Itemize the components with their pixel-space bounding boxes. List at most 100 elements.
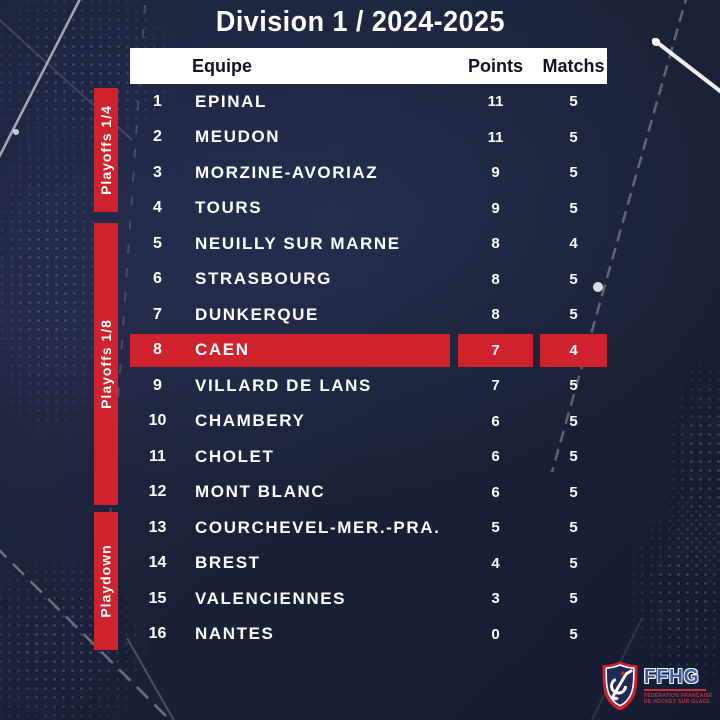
points-cell: 4 [491, 554, 500, 572]
table-row: 2 MEUDON 11 5 [130, 120, 607, 156]
points-cell: 9 [491, 199, 500, 217]
points-cell: 7 [458, 333, 533, 367]
row-main-segment: 7 DUNKERQUE [130, 298, 450, 331]
column-header-points: Points [467, 56, 523, 76]
table-header: Equipe Points Matchs [130, 48, 607, 84]
team-cell: VILLARD DE LANS [195, 375, 372, 395]
segment-gap [450, 547, 458, 580]
matches-cell: 5 [569, 625, 578, 643]
table-row: 3 MORZINE-AVORIAZ 9 5 [130, 155, 607, 191]
segment-gap [450, 618, 458, 651]
table-row: 9 VILLARD DE LANS 7 5 [130, 368, 607, 404]
team-cell: MORZINE-AVORIAZ [195, 162, 379, 182]
segment-gap [450, 263, 458, 296]
points-cell: 6 [491, 412, 500, 430]
team-cell: MEUDON [195, 127, 281, 147]
segment-gap [533, 227, 540, 260]
segment-gap [450, 192, 458, 225]
team-cell: EPINAL [195, 91, 267, 111]
row-main-segment: 8 CAEN [130, 333, 450, 367]
table-row: 4 TOURS 9 5 [130, 191, 607, 227]
rank-cell: 15 [148, 589, 167, 607]
row-main-segment: 16 NANTES [130, 618, 450, 651]
rank-cell: 16 [148, 625, 167, 643]
table-row: 6 STRASBOURG 8 5 [130, 262, 607, 298]
segment-gap [533, 369, 540, 402]
matches-cell: 5 [569, 306, 578, 324]
points-cell: 5 [491, 519, 500, 537]
rank-cell: 13 [148, 518, 167, 536]
team-cell: STRASBOURG [195, 269, 332, 289]
segment-gap [450, 582, 458, 615]
segment-gap [450, 298, 458, 331]
matches-cell: 5 [569, 554, 578, 572]
segment-gap [450, 369, 458, 402]
ffhg-wordmark: FFHG FÉDÉRATION FRANÇAISE DE HOCKEY SUR … [644, 667, 713, 705]
rank-cell: 6 [153, 270, 162, 288]
rank-cell: 10 [148, 412, 167, 430]
page-title: Division 1 / 2024-2025 [215, 6, 505, 38]
segment-gap [450, 405, 458, 438]
team-cell: CAEN [195, 340, 250, 360]
table-row: 10 CHAMBERY 6 5 [130, 404, 607, 440]
table-row: 11 CHOLET 6 5 [130, 439, 607, 475]
row-main-segment: 14 BREST [130, 547, 450, 580]
row-main-segment: 11 CHOLET [130, 440, 450, 473]
matches-cell: 5 [569, 270, 578, 288]
row-main-segment: 2 MEUDON [130, 121, 450, 154]
team-cell: DUNKERQUE [195, 304, 319, 324]
team-cell: TOURS [195, 198, 263, 218]
row-main-segment: 1 EPINAL [130, 85, 450, 118]
segment-gap [533, 192, 540, 225]
matches-cell: 5 [569, 128, 578, 146]
team-cell: NEUILLY SUR MARNE [195, 233, 401, 253]
group-bar-label: Playoffs 1/4 [98, 105, 115, 195]
segment-gap [533, 511, 540, 544]
rank-cell: 14 [148, 554, 167, 572]
column-header-team: Equipe [192, 56, 253, 76]
segment-gap [450, 511, 458, 544]
ffhg-logo: FFHG FÉDÉRATION FRANÇAISE DE HOCKEY SUR … [601, 661, 713, 711]
rank-cell: 2 [153, 128, 162, 146]
matches-cell: 5 [569, 93, 578, 111]
table-row: 13 COURCHEVEL-MER.-PRA. 5 5 [130, 510, 607, 546]
ffhg-shield-icon [602, 661, 638, 711]
group-bar-label: Playoffs 1/8 [98, 319, 115, 409]
segment-gap [533, 440, 540, 473]
group-bar-playoffs-eighth: Playoffs 1/8 [94, 223, 118, 505]
halftone-texture [660, 340, 720, 600]
segment-gap [533, 547, 540, 580]
rank-cell: 11 [149, 447, 166, 465]
table-row: 5 NEUILLY SUR MARNE 8 4 [130, 226, 607, 262]
group-bar-playoffs-quarter: Playoffs 1/4 [94, 88, 118, 212]
segment-gap [450, 334, 458, 367]
segment-gap [450, 440, 458, 473]
row-main-segment: 5 NEUILLY SUR MARNE [130, 227, 450, 260]
table-row: 14 BREST 4 5 [130, 546, 607, 582]
segment-gap [533, 156, 540, 189]
matches-cell: 5 [569, 519, 578, 537]
matches-cell: 5 [569, 377, 578, 395]
segment-gap [450, 156, 458, 189]
rank-cell: 7 [153, 305, 162, 323]
matches-cell: 5 [569, 164, 578, 182]
matches-cell: 5 [569, 590, 578, 608]
ffhg-name-line2: DE HOCKEY SUR GLACE [644, 699, 711, 705]
row-main-segment: 9 VILLARD DE LANS [130, 369, 450, 402]
rank-cell: 5 [153, 234, 162, 252]
points-cell: 8 [491, 270, 500, 288]
matches-cell: 5 [569, 412, 578, 430]
table-row: 1 EPINAL 11 5 [130, 84, 607, 120]
table-row: 16 NANTES 0 5 [130, 617, 607, 653]
team-cell: CHOLET [195, 446, 275, 466]
row-main-segment: 15 VALENCIENNES [130, 582, 450, 615]
team-cell: VALENCIENNES [195, 588, 347, 608]
team-cell: COURCHEVEL-MER.-PRA. [195, 517, 441, 537]
segment-gap [533, 476, 540, 509]
matches-cell: 4 [540, 333, 607, 367]
rank-cell: 3 [153, 163, 162, 181]
segment-gap [533, 85, 540, 118]
team-cell: MONT BLANC [195, 482, 326, 502]
row-main-segment: 10 CHAMBERY [130, 405, 450, 438]
